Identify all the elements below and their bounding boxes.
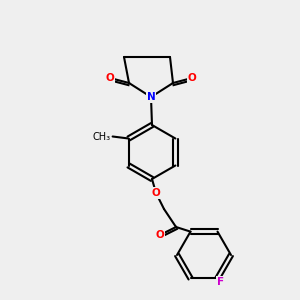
Text: O: O xyxy=(188,73,196,83)
Text: F: F xyxy=(217,278,224,287)
Text: O: O xyxy=(152,188,160,198)
Text: CH₃: CH₃ xyxy=(92,131,111,142)
Text: N: N xyxy=(147,92,155,102)
Text: O: O xyxy=(106,73,114,83)
Text: O: O xyxy=(156,230,164,240)
